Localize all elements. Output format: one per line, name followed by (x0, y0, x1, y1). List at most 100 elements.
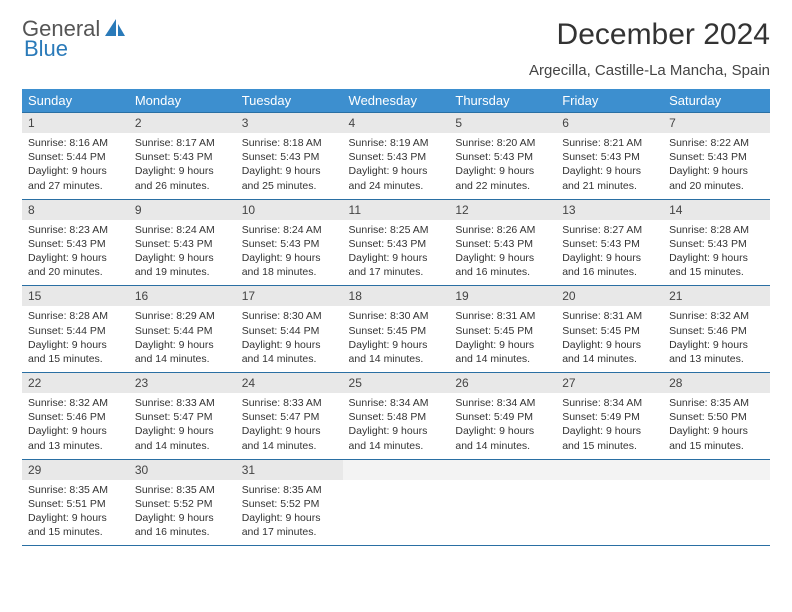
daylight-line: Daylight: 9 hours and 22 minutes. (455, 164, 550, 192)
sunset-line: Sunset: 5:43 PM (349, 150, 444, 164)
sunrise-line: Sunrise: 8:35 AM (135, 483, 230, 497)
daylight-line: Daylight: 9 hours and 17 minutes. (242, 511, 337, 539)
sunrise-line: Sunrise: 8:20 AM (455, 136, 550, 150)
day-number: 4 (343, 113, 450, 133)
daylight-line: Daylight: 9 hours and 20 minutes. (28, 251, 123, 279)
daylight-line: Daylight: 9 hours and 14 minutes. (562, 338, 657, 366)
day-details: Sunrise: 8:22 AMSunset: 5:43 PMDaylight:… (663, 133, 770, 199)
calendar-day-cell: 12Sunrise: 8:26 AMSunset: 5:43 PMDayligh… (449, 199, 556, 286)
calendar-week: 29Sunrise: 8:35 AMSunset: 5:51 PMDayligh… (22, 459, 770, 546)
daylight-line: Daylight: 9 hours and 25 minutes. (242, 164, 337, 192)
calendar-day-cell: 9Sunrise: 8:24 AMSunset: 5:43 PMDaylight… (129, 199, 236, 286)
sunset-line: Sunset: 5:50 PM (669, 410, 764, 424)
daylight-line: Daylight: 9 hours and 21 minutes. (562, 164, 657, 192)
day-details: Sunrise: 8:35 AMSunset: 5:52 PMDaylight:… (236, 480, 343, 546)
daylight-line: Daylight: 9 hours and 26 minutes. (135, 164, 230, 192)
day-number: 25 (343, 373, 450, 393)
daylight-line: Daylight: 9 hours and 14 minutes. (349, 424, 444, 452)
daylight-line: Daylight: 9 hours and 15 minutes. (669, 251, 764, 279)
calendar-day-cell: 22Sunrise: 8:32 AMSunset: 5:46 PMDayligh… (22, 373, 129, 460)
day-details: Sunrise: 8:23 AMSunset: 5:43 PMDaylight:… (22, 220, 129, 286)
sunrise-line: Sunrise: 8:31 AM (562, 309, 657, 323)
page-title: December 2024 (557, 18, 770, 52)
sunrise-line: Sunrise: 8:33 AM (242, 396, 337, 410)
day-details: Sunrise: 8:26 AMSunset: 5:43 PMDaylight:… (449, 220, 556, 286)
day-details: Sunrise: 8:32 AMSunset: 5:46 PMDaylight:… (22, 393, 129, 459)
sunset-line: Sunset: 5:44 PM (28, 150, 123, 164)
day-number: 1 (22, 113, 129, 133)
sunset-line: Sunset: 5:48 PM (349, 410, 444, 424)
day-number: 29 (22, 460, 129, 480)
calendar-day-cell: 21Sunrise: 8:32 AMSunset: 5:46 PMDayligh… (663, 286, 770, 373)
sunset-line: Sunset: 5:46 PM (28, 410, 123, 424)
sunset-line: Sunset: 5:43 PM (242, 150, 337, 164)
daylight-line: Daylight: 9 hours and 15 minutes. (669, 424, 764, 452)
daylight-line: Daylight: 9 hours and 16 minutes. (135, 511, 230, 539)
calendar-day-cell: 25Sunrise: 8:34 AMSunset: 5:48 PMDayligh… (343, 373, 450, 460)
sunrise-line: Sunrise: 8:32 AM (28, 396, 123, 410)
calendar-day-cell: 7Sunrise: 8:22 AMSunset: 5:43 PMDaylight… (663, 113, 770, 200)
sunset-line: Sunset: 5:44 PM (135, 324, 230, 338)
daylight-line: Daylight: 9 hours and 24 minutes. (349, 164, 444, 192)
calendar-day-cell: 3Sunrise: 8:18 AMSunset: 5:43 PMDaylight… (236, 113, 343, 200)
sunset-line: Sunset: 5:43 PM (669, 237, 764, 251)
daylight-line: Daylight: 9 hours and 15 minutes. (28, 511, 123, 539)
day-details: Sunrise: 8:20 AMSunset: 5:43 PMDaylight:… (449, 133, 556, 199)
calendar-day-cell: 16Sunrise: 8:29 AMSunset: 5:44 PMDayligh… (129, 286, 236, 373)
sunrise-line: Sunrise: 8:35 AM (242, 483, 337, 497)
brand-part2: Blue (24, 36, 68, 61)
calendar-day-cell: 11Sunrise: 8:25 AMSunset: 5:43 PMDayligh… (343, 199, 450, 286)
sunset-line: Sunset: 5:43 PM (455, 150, 550, 164)
day-number-empty (449, 460, 556, 480)
daylight-line: Daylight: 9 hours and 13 minutes. (669, 338, 764, 366)
sunrise-line: Sunrise: 8:23 AM (28, 223, 123, 237)
day-details: Sunrise: 8:30 AMSunset: 5:45 PMDaylight:… (343, 306, 450, 372)
col-thursday: Thursday (449, 89, 556, 113)
daylight-line: Daylight: 9 hours and 14 minutes. (455, 424, 550, 452)
sunrise-line: Sunrise: 8:32 AM (669, 309, 764, 323)
sunrise-line: Sunrise: 8:30 AM (242, 309, 337, 323)
daylight-line: Daylight: 9 hours and 27 minutes. (28, 164, 123, 192)
col-monday: Monday (129, 89, 236, 113)
day-details: Sunrise: 8:24 AMSunset: 5:43 PMDaylight:… (236, 220, 343, 286)
day-details: Sunrise: 8:35 AMSunset: 5:51 PMDaylight:… (22, 480, 129, 546)
daylight-line: Daylight: 9 hours and 15 minutes. (28, 338, 123, 366)
daylight-line: Daylight: 9 hours and 16 minutes. (455, 251, 550, 279)
daylight-line: Daylight: 9 hours and 18 minutes. (242, 251, 337, 279)
calendar-day-cell: 18Sunrise: 8:30 AMSunset: 5:45 PMDayligh… (343, 286, 450, 373)
day-number-empty (343, 460, 450, 480)
weekday-header-row: Sunday Monday Tuesday Wednesday Thursday… (22, 89, 770, 113)
sunrise-line: Sunrise: 8:26 AM (455, 223, 550, 237)
sunrise-line: Sunrise: 8:31 AM (455, 309, 550, 323)
day-number: 24 (236, 373, 343, 393)
day-number: 10 (236, 200, 343, 220)
calendar-day-cell: 6Sunrise: 8:21 AMSunset: 5:43 PMDaylight… (556, 113, 663, 200)
day-number-empty (663, 460, 770, 480)
day-number: 27 (556, 373, 663, 393)
day-number: 17 (236, 286, 343, 306)
sunrise-line: Sunrise: 8:18 AM (242, 136, 337, 150)
daylight-line: Daylight: 9 hours and 14 minutes. (242, 338, 337, 366)
sunset-line: Sunset: 5:45 PM (562, 324, 657, 338)
calendar-day-cell: 31Sunrise: 8:35 AMSunset: 5:52 PMDayligh… (236, 459, 343, 546)
sunrise-line: Sunrise: 8:35 AM (28, 483, 123, 497)
day-number: 2 (129, 113, 236, 133)
day-details: Sunrise: 8:34 AMSunset: 5:49 PMDaylight:… (556, 393, 663, 459)
col-friday: Friday (556, 89, 663, 113)
sunrise-line: Sunrise: 8:29 AM (135, 309, 230, 323)
sail-icon (104, 18, 126, 38)
daylight-line: Daylight: 9 hours and 14 minutes. (135, 424, 230, 452)
day-details: Sunrise: 8:30 AMSunset: 5:44 PMDaylight:… (236, 306, 343, 372)
calendar-day-cell (449, 459, 556, 546)
sunset-line: Sunset: 5:49 PM (562, 410, 657, 424)
sunrise-line: Sunrise: 8:28 AM (28, 309, 123, 323)
sunset-line: Sunset: 5:45 PM (455, 324, 550, 338)
sunrise-line: Sunrise: 8:24 AM (135, 223, 230, 237)
day-number: 30 (129, 460, 236, 480)
sunrise-line: Sunrise: 8:35 AM (669, 396, 764, 410)
calendar-day-cell: 27Sunrise: 8:34 AMSunset: 5:49 PMDayligh… (556, 373, 663, 460)
day-number: 31 (236, 460, 343, 480)
daylight-line: Daylight: 9 hours and 14 minutes. (349, 338, 444, 366)
sunrise-line: Sunrise: 8:27 AM (562, 223, 657, 237)
day-number: 18 (343, 286, 450, 306)
